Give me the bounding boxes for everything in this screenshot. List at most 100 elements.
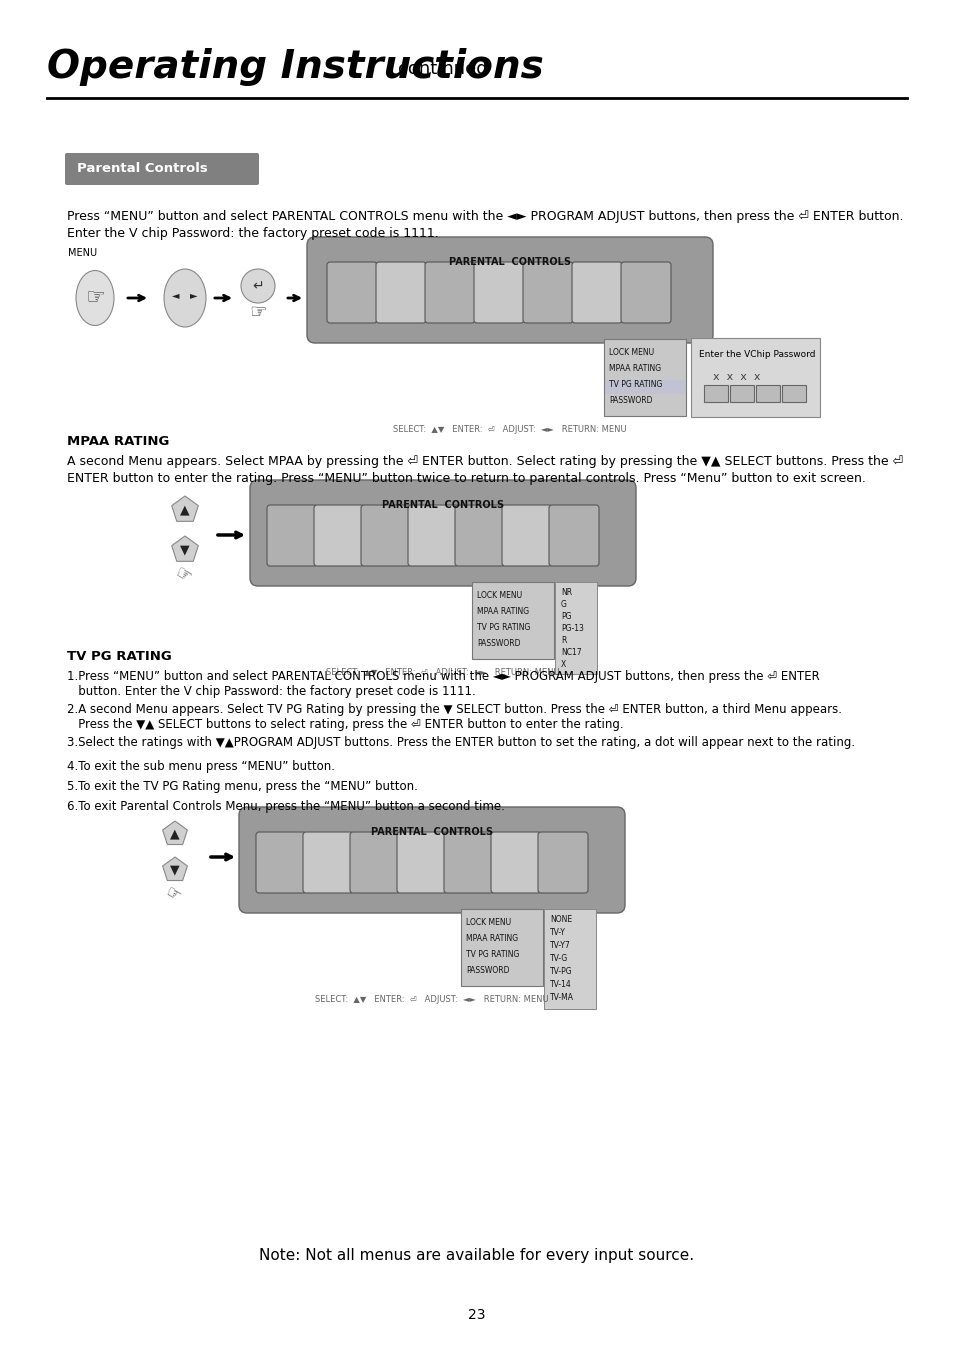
Ellipse shape (164, 269, 206, 327)
Circle shape (241, 269, 274, 303)
Text: TV PG RATING: TV PG RATING (465, 950, 518, 959)
Text: Press the ▼▲ SELECT buttons to select rating, press the ⏎ ENTER button to enter : Press the ▼▲ SELECT buttons to select ra… (67, 717, 623, 731)
FancyBboxPatch shape (267, 505, 316, 566)
FancyBboxPatch shape (543, 909, 596, 1009)
FancyBboxPatch shape (781, 385, 805, 403)
Text: 4.To exit the sub menu press “MENU” button.: 4.To exit the sub menu press “MENU” butt… (67, 761, 335, 773)
Text: PARENTAL  CONTROLS: PARENTAL CONTROLS (381, 500, 503, 509)
FancyBboxPatch shape (65, 153, 258, 185)
Text: PG: PG (560, 612, 571, 621)
FancyBboxPatch shape (460, 909, 542, 986)
Text: Parental Controls: Parental Controls (77, 162, 208, 176)
Text: ☞: ☞ (172, 563, 194, 586)
Text: NONE: NONE (550, 915, 572, 924)
Text: Enter the VChip Password: Enter the VChip Password (699, 350, 815, 359)
FancyBboxPatch shape (555, 582, 597, 674)
Text: SELECT:  ▲▼   ENTER:  ⏎   ADJUST:  ◄►   RETURN: MENU: SELECT: ▲▼ ENTER: ⏎ ADJUST: ◄► RETURN: M… (326, 667, 559, 677)
FancyBboxPatch shape (572, 262, 621, 323)
FancyBboxPatch shape (360, 505, 411, 566)
Text: PARENTAL  CONTROLS: PARENTAL CONTROLS (371, 827, 493, 838)
Text: TV-MA: TV-MA (550, 993, 574, 1002)
FancyBboxPatch shape (690, 338, 820, 417)
Text: X: X (560, 661, 566, 669)
Text: NR: NR (560, 588, 572, 597)
FancyBboxPatch shape (474, 262, 523, 323)
FancyBboxPatch shape (537, 832, 587, 893)
FancyBboxPatch shape (375, 262, 426, 323)
Text: PASSWORD: PASSWORD (608, 396, 652, 405)
FancyBboxPatch shape (472, 582, 554, 659)
Text: R: R (560, 636, 566, 644)
FancyBboxPatch shape (239, 807, 624, 913)
Text: 1.Press “MENU” button and select PARENTAL CONTROLS menu with the ◄► PROGRAM ADJU: 1.Press “MENU” button and select PARENTA… (67, 670, 819, 684)
FancyBboxPatch shape (729, 385, 753, 403)
Text: PARENTAL  CONTROLS: PARENTAL CONTROLS (449, 257, 571, 267)
FancyBboxPatch shape (314, 505, 364, 566)
Text: ◄: ◄ (172, 290, 179, 300)
Text: button. Enter the V chip Password: the factory preset code is 1111.: button. Enter the V chip Password: the f… (67, 685, 476, 698)
Text: TV PG RATING: TV PG RATING (67, 650, 172, 663)
Text: Operating Instructions: Operating Instructions (47, 49, 543, 86)
FancyBboxPatch shape (522, 262, 573, 323)
Text: TV-G: TV-G (550, 954, 568, 963)
Text: 23: 23 (468, 1308, 485, 1323)
Text: TV-Y: TV-Y (550, 928, 565, 938)
FancyBboxPatch shape (255, 832, 306, 893)
FancyBboxPatch shape (603, 339, 685, 416)
Text: ☞: ☞ (85, 288, 105, 308)
FancyBboxPatch shape (620, 262, 670, 323)
FancyBboxPatch shape (455, 505, 504, 566)
FancyBboxPatch shape (703, 385, 727, 403)
Text: ☞: ☞ (162, 884, 184, 907)
FancyBboxPatch shape (396, 832, 447, 893)
FancyBboxPatch shape (424, 262, 475, 323)
Text: continued: continued (397, 59, 487, 78)
Text: TV-PG: TV-PG (550, 967, 572, 975)
Text: Press “MENU” button and select PARENTAL CONTROLS menu with the ◄► PROGRAM ADJUST: Press “MENU” button and select PARENTAL … (67, 209, 902, 223)
Text: TV-14: TV-14 (550, 979, 571, 989)
Text: ▲: ▲ (180, 504, 190, 516)
FancyBboxPatch shape (443, 832, 494, 893)
Text: TV PG RATING: TV PG RATING (476, 623, 530, 632)
Text: x  x  x  x: x x x x (712, 372, 760, 382)
Text: ▼: ▼ (180, 543, 190, 557)
Text: MENU: MENU (68, 249, 97, 258)
Text: 3.Select the ratings with ▼▲PROGRAM ADJUST buttons. Press the ENTER button to se: 3.Select the ratings with ▼▲PROGRAM ADJU… (67, 736, 854, 748)
Text: PG-13: PG-13 (560, 624, 583, 634)
FancyBboxPatch shape (548, 505, 598, 566)
Text: LOCK MENU: LOCK MENU (608, 349, 654, 357)
Text: ☞: ☞ (249, 304, 267, 323)
Text: ↵: ↵ (252, 280, 264, 293)
Text: MPAA RATING: MPAA RATING (608, 363, 660, 373)
FancyBboxPatch shape (755, 385, 780, 403)
Text: MPAA RATING: MPAA RATING (67, 435, 170, 449)
FancyBboxPatch shape (307, 236, 712, 343)
Text: A second Menu appears. Select MPAA by pressing the ⏎ ENTER button. Select rating: A second Menu appears. Select MPAA by pr… (67, 455, 902, 467)
Text: ENTER button to enter the rating. Press “MENU” button twice to return to parenta: ENTER button to enter the rating. Press … (67, 471, 865, 485)
Text: MPAA RATING: MPAA RATING (476, 607, 529, 616)
FancyBboxPatch shape (250, 480, 636, 586)
Text: 6.To exit Parental Controls Menu, press the “MENU” button a second time.: 6.To exit Parental Controls Menu, press … (67, 800, 504, 813)
Text: ►: ► (190, 290, 197, 300)
Text: TV PG RATING: TV PG RATING (608, 380, 661, 389)
Ellipse shape (76, 270, 113, 326)
Text: G: G (560, 600, 566, 609)
Text: Note: Not all menus are available for every input source.: Note: Not all menus are available for ev… (259, 1248, 694, 1263)
Text: SELECT:  ▲▼   ENTER:  ⏎   ADJUST:  ◄►   RETURN: MENU: SELECT: ▲▼ ENTER: ⏎ ADJUST: ◄► RETURN: M… (393, 426, 626, 434)
Text: TV-Y7: TV-Y7 (550, 942, 570, 950)
Text: ▼: ▼ (170, 863, 179, 877)
Text: LOCK MENU: LOCK MENU (476, 590, 521, 600)
FancyBboxPatch shape (501, 505, 552, 566)
FancyBboxPatch shape (327, 262, 376, 323)
Text: NC17: NC17 (560, 648, 581, 657)
FancyBboxPatch shape (408, 505, 457, 566)
FancyBboxPatch shape (491, 832, 540, 893)
Text: ▲: ▲ (170, 828, 179, 840)
Text: SELECT:  ▲▼   ENTER:  ⏎   ADJUST:  ◄►   RETURN: MENU: SELECT: ▲▼ ENTER: ⏎ ADJUST: ◄► RETURN: M… (314, 994, 548, 1004)
Text: 5.To exit the TV PG Rating menu, press the “MENU” button.: 5.To exit the TV PG Rating menu, press t… (67, 780, 417, 793)
FancyBboxPatch shape (350, 832, 399, 893)
Text: PASSWORD: PASSWORD (476, 639, 520, 648)
Bar (604, 380, 684, 394)
Text: MPAA RATING: MPAA RATING (465, 934, 517, 943)
Text: LOCK MENU: LOCK MENU (465, 917, 511, 927)
